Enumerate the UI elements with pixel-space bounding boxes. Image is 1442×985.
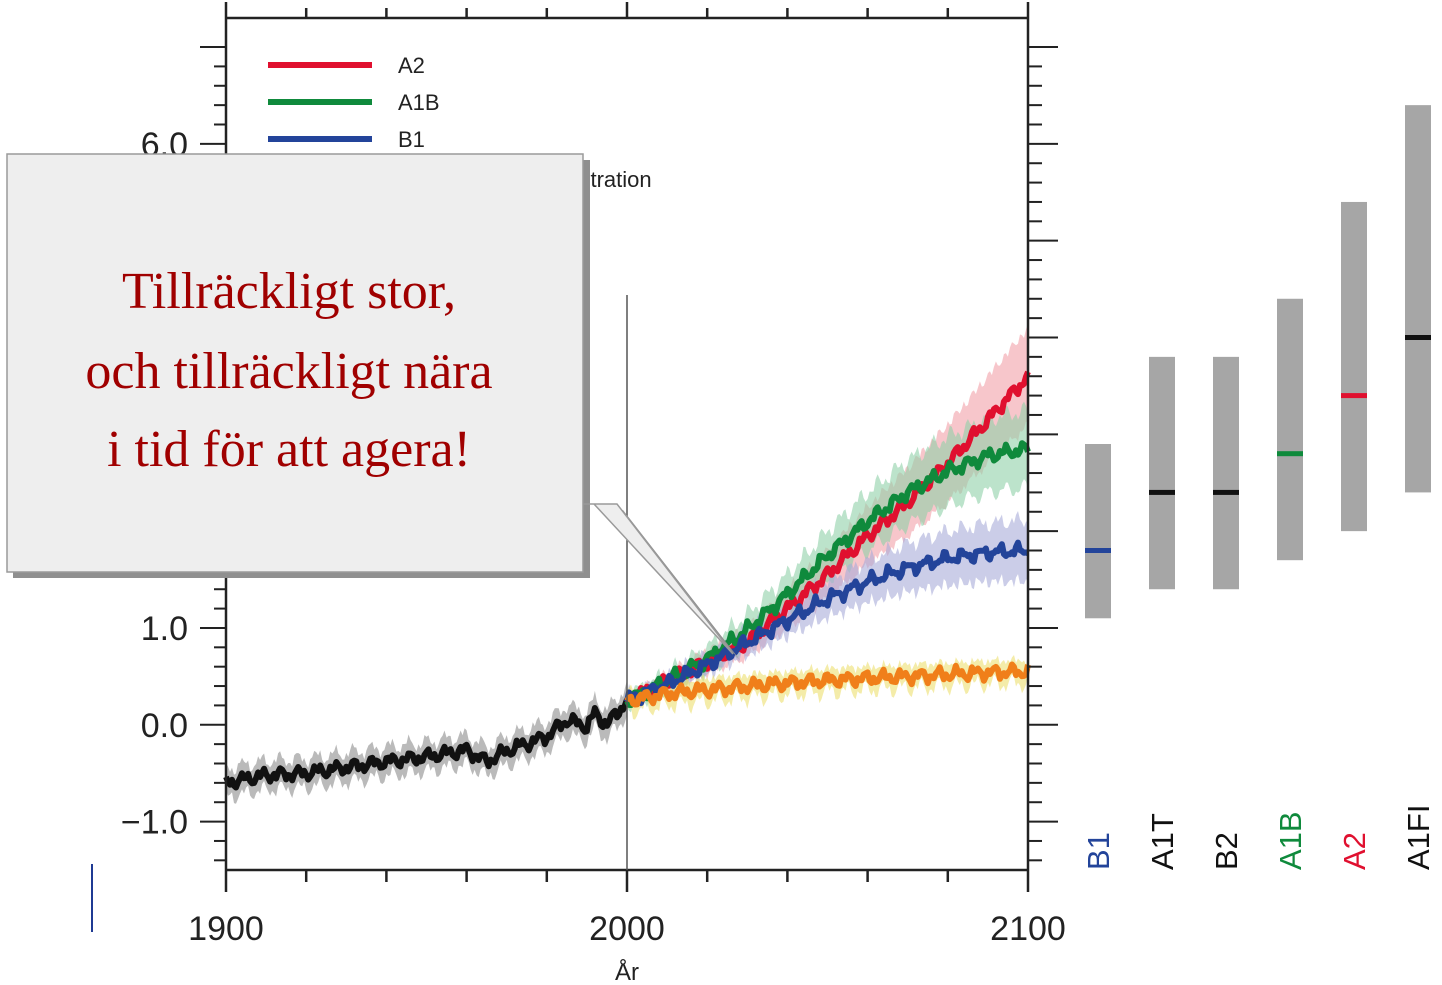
scenario-best-estimate bbox=[1405, 335, 1431, 340]
scenario-label: A1B bbox=[1273, 811, 1308, 870]
scenario-label: A2 bbox=[1337, 832, 1372, 870]
uncertainty-band bbox=[627, 323, 1028, 710]
scenario-label: A1FI bbox=[1401, 805, 1436, 870]
scenario-best-estimate bbox=[1213, 489, 1239, 495]
callout-line-2: och tillräckligt nära bbox=[85, 343, 492, 400]
scenario-best-estimate bbox=[1149, 489, 1175, 495]
legend-label: B1 bbox=[398, 127, 425, 152]
x-tick-label: 2100 bbox=[990, 910, 1066, 948]
series-lines bbox=[223, 370, 1031, 791]
callout-body bbox=[6, 153, 734, 655]
callout-line-3: i tid för att agera! bbox=[107, 421, 471, 478]
scenario-range-bars: B1 A1T B2 A1B A2 A1FI bbox=[1081, 105, 1436, 870]
series-line bbox=[624, 661, 1031, 708]
scenario-label: B1 bbox=[1081, 832, 1116, 870]
scenario-bar bbox=[1213, 356, 1239, 590]
scenario-best-estimate bbox=[1341, 393, 1367, 399]
uncertainty-band bbox=[226, 680, 627, 804]
y-tick-label: 0.0 bbox=[141, 707, 188, 745]
legend-label: A2 bbox=[398, 53, 425, 78]
scenario-label: A1T bbox=[1145, 813, 1180, 870]
series-line bbox=[624, 539, 1030, 707]
scenario-label: B2 bbox=[1209, 832, 1244, 870]
callout-line-1: Tillräckligt stor, bbox=[122, 263, 456, 320]
uncertainty-band bbox=[627, 655, 1028, 720]
scenario-bar bbox=[1341, 201, 1367, 532]
scenario-bar bbox=[1405, 105, 1431, 493]
callout-box: Tillräckligt stor, och tillräckligt nära… bbox=[6, 153, 740, 660]
scenario-bar bbox=[1085, 444, 1111, 619]
series-line bbox=[624, 370, 1031, 708]
scenario-bar bbox=[1277, 298, 1303, 561]
scenario-best-estimate bbox=[1277, 451, 1303, 457]
x-tick-label: 2000 bbox=[589, 910, 665, 948]
y-tick-label: −1.0 bbox=[121, 804, 188, 842]
legend-label: A1B bbox=[398, 90, 440, 115]
series-line bbox=[624, 440, 1031, 708]
scenario-best-estimate bbox=[1085, 548, 1111, 553]
x-tick-label: 1900 bbox=[188, 910, 264, 948]
x-axis-title: År bbox=[615, 958, 639, 985]
x-tick-labels: 1900 2000 2100 bbox=[188, 910, 1066, 948]
series-line bbox=[223, 698, 630, 791]
y-tick-label: 1.0 bbox=[141, 610, 188, 648]
scenario-bar bbox=[1149, 356, 1175, 590]
